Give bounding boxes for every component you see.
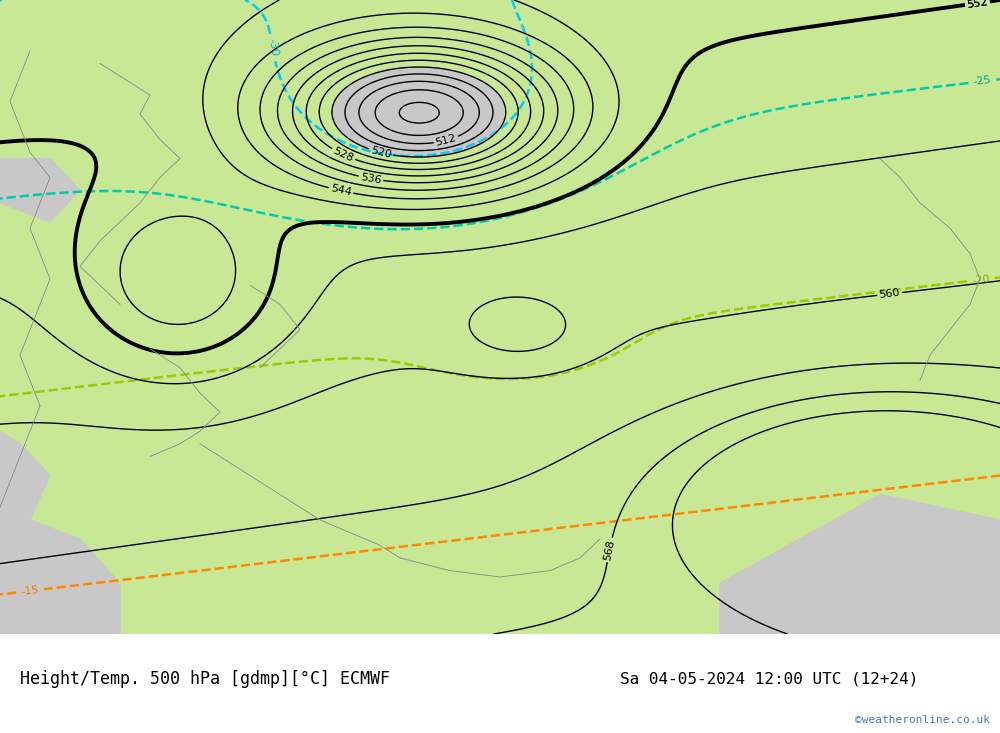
Text: Sa 04-05-2024 12:00 UTC (12+24): Sa 04-05-2024 12:00 UTC (12+24) <box>620 671 918 686</box>
Text: 552: 552 <box>966 0 989 10</box>
Text: 568: 568 <box>603 539 617 561</box>
Text: 536: 536 <box>360 172 382 185</box>
Polygon shape <box>0 520 120 634</box>
Text: -15: -15 <box>21 585 40 597</box>
Text: 528: 528 <box>332 146 355 163</box>
Text: 512: 512 <box>435 133 458 148</box>
Text: Height/Temp. 500 hPa [gdmp][°C] ECMWF: Height/Temp. 500 hPa [gdmp][°C] ECMWF <box>20 669 390 688</box>
Polygon shape <box>720 495 1000 634</box>
Polygon shape <box>0 431 50 539</box>
Text: -25: -25 <box>973 75 992 87</box>
Text: ©weatheronline.co.uk: ©weatheronline.co.uk <box>855 715 990 725</box>
Text: 552: 552 <box>966 0 989 10</box>
Polygon shape <box>0 158 80 222</box>
Text: -20: -20 <box>971 273 990 286</box>
Text: 544: 544 <box>329 183 352 198</box>
Text: -30: -30 <box>266 38 279 57</box>
Text: 560: 560 <box>879 288 901 300</box>
Text: 520: 520 <box>369 145 392 160</box>
